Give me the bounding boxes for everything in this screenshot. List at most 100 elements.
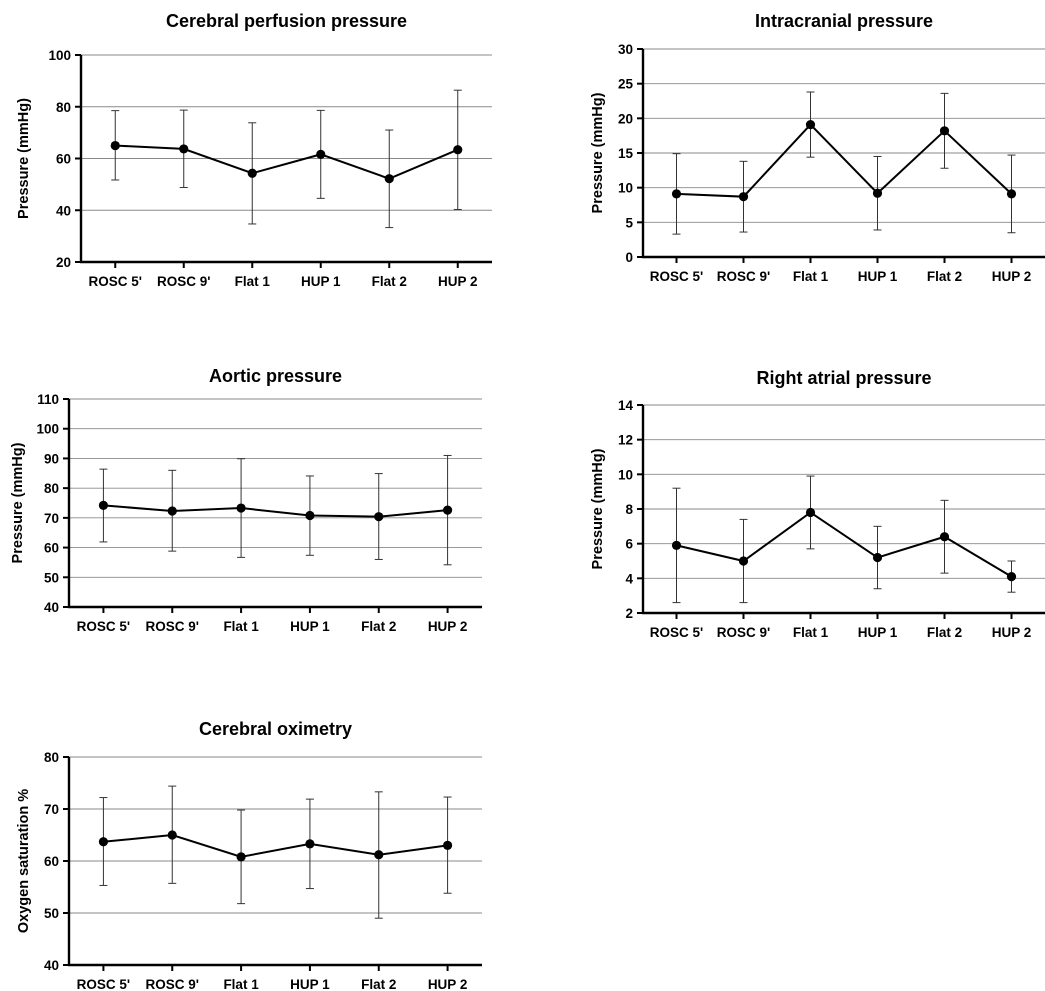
x-tick-label: HUP 1 (290, 619, 330, 634)
data-point (384, 174, 394, 184)
x-tick-label: HUP 2 (428, 977, 468, 991)
x-tick-label: HUP 2 (428, 619, 468, 634)
x-tick-label: Flat 2 (361, 977, 396, 991)
data-point (179, 144, 189, 154)
y-tick-label: 20 (56, 255, 71, 270)
data-point (872, 188, 883, 198)
y-tick-label: 100 (48, 48, 71, 63)
y-tick-label: 60 (56, 152, 71, 167)
data-point (247, 168, 257, 178)
chart-title: Right atrial pressure (756, 368, 931, 388)
x-tick-label: Flat 2 (361, 619, 396, 634)
y-axis-label: Pressure (mmHg) (10, 442, 26, 563)
y-tick-label: 5 (625, 215, 633, 230)
x-tick-label: Flat 2 (372, 274, 407, 289)
y-tick-label: 80 (44, 481, 59, 496)
y-tick-label: 60 (44, 541, 59, 556)
x-tick-label: Flat 1 (223, 619, 259, 634)
y-tick-label: 0 (625, 250, 633, 265)
data-point (98, 500, 109, 510)
y-tick-label: 40 (44, 600, 59, 615)
data-point (374, 850, 384, 860)
chart-title: Cerebral oximetry (199, 719, 352, 739)
y-tick-label: 70 (44, 802, 59, 817)
y-tick-label: 25 (618, 77, 634, 92)
x-tick-label: HUP 2 (992, 625, 1032, 640)
x-tick-label: ROSC 5' (650, 269, 703, 284)
y-tick-label: 40 (44, 958, 59, 973)
data-point (872, 552, 883, 563)
data-point (1006, 189, 1017, 199)
x-tick-label: ROSC 5' (77, 619, 130, 634)
data-point (805, 119, 816, 130)
x-tick-label: HUP 2 (438, 274, 478, 289)
data-point (442, 505, 453, 515)
chart-panel-1: Cerebral perfusion pressure Pressure (mmH… (16, 11, 492, 289)
y-tick-label: 4 (625, 571, 633, 586)
y-tick-label: 30 (618, 42, 633, 57)
y-tick-label: 50 (44, 570, 59, 585)
chart-panel-4: Right atrial pressure Pressure (mmHg) 2 4 6 8… (590, 368, 1045, 640)
x-tick-label: ROSC 5' (89, 274, 142, 289)
data-point (671, 189, 682, 199)
y-tick-label: 6 (625, 537, 633, 552)
x-tick-label: ROSC 9' (717, 269, 770, 284)
y-tick-label: 100 (36, 422, 59, 437)
y-tick-label: 90 (44, 451, 59, 466)
x-tick-label: HUP 1 (858, 625, 898, 640)
data-point (1006, 572, 1017, 582)
data-point (374, 512, 384, 522)
data-point (167, 506, 177, 516)
y-axis-label: Pressure (mmHg) (16, 98, 32, 219)
series-line (676, 123, 1013, 198)
x-tick-label: HUP 2 (992, 269, 1032, 284)
data-point (442, 840, 453, 851)
data-point (939, 126, 950, 136)
data-point (939, 532, 950, 542)
data-point (167, 830, 177, 840)
y-axis-label: Oxygen saturation % (16, 789, 32, 933)
y-tick-label: 8 (625, 502, 633, 517)
series-line (103, 833, 448, 858)
data-point (305, 839, 315, 849)
data-point (453, 145, 463, 155)
x-tick-label: ROSC 9' (146, 977, 199, 991)
x-tick-label: ROSC 5' (77, 977, 130, 991)
data-point (671, 540, 682, 551)
y-axis-label: Pressure (mmHg) (590, 92, 606, 213)
series-line (115, 144, 459, 180)
chart-panel-2: Intracranial pressure Pressure (mmHg) 0 5 10… (590, 11, 1045, 284)
y-tick-label: 2 (625, 606, 633, 621)
data-point (98, 837, 109, 847)
x-tick-label: HUP 1 (290, 977, 330, 991)
y-tick-label: 60 (44, 854, 59, 869)
x-tick-label: ROSC 9' (157, 274, 210, 289)
y-tick-label: 15 (618, 146, 634, 161)
x-tick-label: Flat 1 (223, 977, 259, 991)
chart-panel-5: Cerebral oximetry Oxygen saturation % 40 50… (16, 719, 482, 991)
y-tick-label: 10 (618, 467, 633, 482)
x-tick-label: Flat 2 (927, 269, 962, 284)
chart-panel-3: Aortic pressure Pressure (mmHg) 40 50 60 70 80… (10, 366, 482, 634)
y-tick-label: 40 (56, 203, 71, 218)
chart-title: Cerebral perfusion pressure (166, 11, 407, 31)
data-point (236, 852, 246, 862)
y-tick-label: 12 (618, 433, 633, 448)
chart-title: Aortic pressure (209, 366, 342, 386)
data-point (738, 556, 749, 566)
x-tick-label: HUP 1 (301, 274, 341, 289)
x-tick-label: HUP 1 (858, 269, 898, 284)
y-tick-label: 80 (44, 750, 59, 765)
data-point (236, 503, 246, 513)
y-tick-label: 10 (618, 181, 633, 196)
y-tick-label: 80 (56, 100, 71, 115)
y-tick-label: 14 (618, 398, 634, 413)
data-point (738, 192, 749, 202)
y-tick-label: 110 (37, 392, 59, 407)
y-tick-label: 50 (44, 906, 59, 921)
y-tick-label: 70 (44, 511, 59, 526)
data-point (316, 149, 326, 159)
series-line (676, 511, 1013, 578)
x-tick-label: Flat 1 (235, 274, 271, 289)
